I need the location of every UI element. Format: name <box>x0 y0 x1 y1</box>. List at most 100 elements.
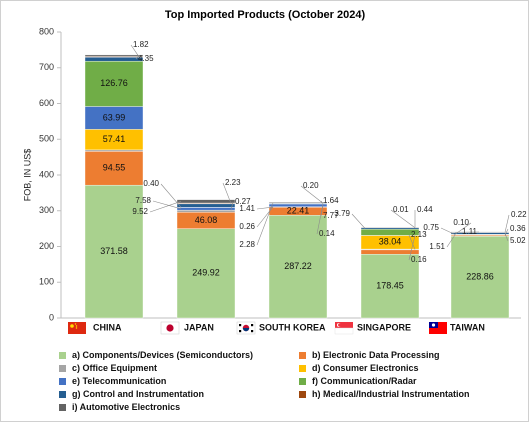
x-category-label: SOUTH KOREA <box>259 322 326 332</box>
bar-segment <box>84 60 144 107</box>
legend-label: a) Components/Devices (Semiconductors) <box>72 350 254 360</box>
legend-label: i) Automotive Electronics <box>72 402 181 412</box>
data-label: 9.52 <box>132 207 148 216</box>
china-flag-icon <box>68 322 86 334</box>
data-label: 249.92 <box>192 268 220 278</box>
data-label: 2.28 <box>239 240 255 249</box>
legend-item: i) Automotive Electronics <box>59 402 180 412</box>
callout-line <box>300 185 324 204</box>
legend-item: e) Telecommunication <box>59 376 166 386</box>
legend-item: h) Medical/Industrial Instrumentation <box>299 389 470 399</box>
callout-line <box>408 235 416 261</box>
legend-swatch <box>59 390 66 398</box>
data-label: 0.22 <box>511 210 527 219</box>
y-axis-label: FOB, IN US$ <box>22 149 32 202</box>
y-tick-label: 0 <box>49 312 54 322</box>
callout-line <box>149 201 182 213</box>
callout-line <box>256 206 274 210</box>
legend-swatch <box>299 377 306 385</box>
y-tick-label: 400 <box>39 169 54 179</box>
data-label: 0.01 <box>393 205 409 214</box>
bar-segment <box>450 231 510 233</box>
callout-line <box>230 201 234 211</box>
bar-segment <box>176 203 236 208</box>
data-label: 1.51 <box>429 242 445 251</box>
legend-swatch <box>299 390 306 398</box>
callout-line <box>222 182 232 204</box>
data-label: 0.14 <box>319 229 335 238</box>
callout-line <box>320 200 324 204</box>
y-tick-label: 600 <box>39 98 54 108</box>
legend-swatch <box>59 403 66 411</box>
bar-segment <box>84 149 144 152</box>
legend-label: g) Control and Instrumentation <box>72 389 204 399</box>
taiwan-flag-icon <box>429 322 447 334</box>
bar-segment <box>176 228 236 319</box>
data-label: 0.40 <box>143 179 159 188</box>
legend-label: f) Communication/Radar <box>312 376 417 386</box>
callout-line <box>408 234 416 250</box>
stacked-bar-chart: Top Imported Products (October 2024) FOB,… <box>22 9 527 335</box>
south-korea-flag-icon <box>236 321 256 335</box>
callout-line <box>504 214 510 233</box>
legend-item: f) Communication/Radar <box>299 376 417 386</box>
callout-line <box>135 55 140 60</box>
callout-line <box>316 203 324 235</box>
x-category-label: TAIWAN <box>450 322 485 332</box>
bar-segment <box>268 202 328 204</box>
data-label: 22.41 <box>287 206 310 216</box>
x-category-label: JAPAN <box>184 322 214 332</box>
data-label: 1.11 <box>462 227 478 236</box>
data-label: 7.77 <box>323 211 339 220</box>
data-label: 3.79 <box>334 209 350 218</box>
data-label: 0.26 <box>239 222 255 231</box>
legend-label: b) Electronic Data Processing <box>312 350 440 360</box>
data-label: 5.02 <box>510 236 526 245</box>
data-label: 38.04 <box>379 237 402 247</box>
legend-label: d) Consumer Electronics <box>312 363 419 373</box>
callout-line <box>446 234 456 248</box>
callout-line <box>152 200 182 210</box>
bar-segment <box>84 56 144 62</box>
bar-segment <box>360 254 420 319</box>
data-label: 0.16 <box>411 255 427 264</box>
legend-swatch <box>299 364 306 372</box>
bar-segment <box>84 151 144 186</box>
x-category-label: SINGAPORE <box>357 322 411 332</box>
bar-segment <box>360 226 420 228</box>
y-tick-label: 500 <box>39 134 54 144</box>
data-label: 2.23 <box>225 178 241 187</box>
bar-segment <box>84 184 144 319</box>
bar-segment <box>176 207 236 211</box>
data-label: 0.36 <box>510 224 526 233</box>
legend-label: c) Office Equipment <box>72 363 158 373</box>
bar-segment <box>360 227 420 230</box>
data-label: 0.10 <box>453 218 469 227</box>
data-label: 94.55 <box>103 163 126 173</box>
legend-item: b) Electronic Data Processing <box>299 350 440 360</box>
data-label: 0.27 <box>235 197 251 206</box>
callout-line <box>440 227 456 235</box>
legend-item: g) Control and Instrumentation <box>59 389 204 399</box>
y-tick-label: 200 <box>39 241 54 251</box>
singapore-flag-icon <box>334 322 354 335</box>
data-label: 228.86 <box>466 271 494 281</box>
legend-swatch <box>59 364 66 372</box>
data-label: 4.35 <box>138 54 154 63</box>
legend-label: h) Medical/Industrial Instrumentation <box>312 389 470 399</box>
data-label: 126.76 <box>100 78 128 88</box>
legend-swatch <box>59 377 66 385</box>
legend-item: a) Components/Devices (Semiconductors) <box>59 350 253 360</box>
data-label: 287.22 <box>284 261 312 271</box>
bar-segment <box>450 232 510 235</box>
data-label: 46.08 <box>195 215 218 225</box>
y-tick-label: 300 <box>39 205 54 215</box>
data-label: 371.58 <box>100 246 128 256</box>
data-label: 0.75 <box>423 223 439 232</box>
callout-line <box>256 202 274 246</box>
callout-line <box>130 44 140 57</box>
data-label: 2.13 <box>411 230 427 239</box>
y-tick-label: 700 <box>39 62 54 72</box>
data-label: 7.58 <box>135 196 151 205</box>
